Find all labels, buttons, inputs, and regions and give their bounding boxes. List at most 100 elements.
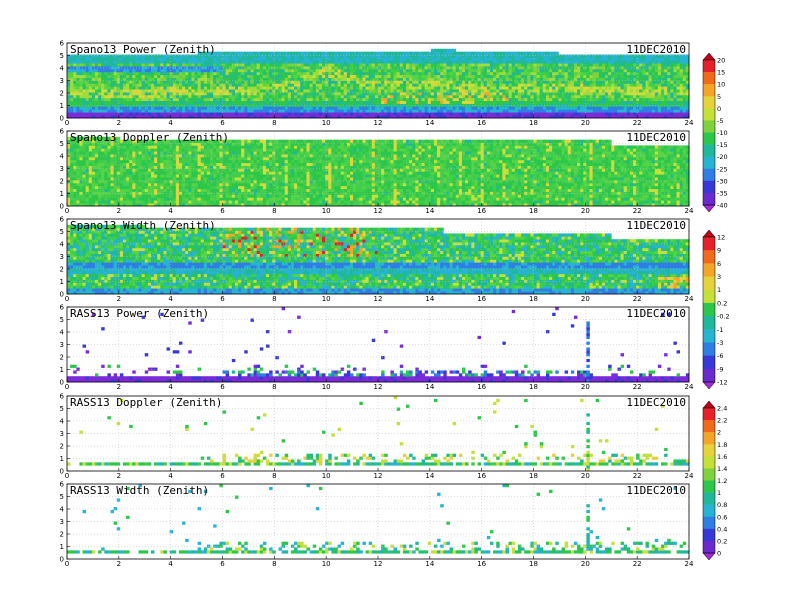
heatmap-cell: [499, 71, 503, 76]
heatmap-cell: [577, 71, 581, 76]
heatmap-cell: [437, 71, 441, 76]
heatmap-cell: [185, 83, 189, 87]
heatmap-cell: [157, 66, 161, 70]
heatmap-cell: [334, 54, 338, 58]
heatmap-cell: [458, 71, 463, 76]
heatmap-cell: [536, 92, 541, 96]
heatmap-cell: [549, 92, 553, 96]
heatmap-cell: [175, 94, 180, 99]
heatmap-cell: [611, 83, 615, 87]
heatmap-cell: [374, 54, 379, 58]
heatmap-cell: [558, 77, 562, 81]
heatmap-cell: [281, 77, 286, 81]
heatmap-cell: [558, 71, 562, 76]
heatmap-cell: [396, 83, 401, 87]
heatmap-cell: [514, 100, 519, 104]
heatmap-cell: [378, 66, 382, 70]
heatmap-cell: [486, 109, 491, 113]
heatmap-cell: [561, 60, 565, 64]
heatmap-cell: [614, 83, 618, 87]
heatmap-cell: [465, 51, 469, 55]
heatmap-cell: [210, 66, 214, 70]
heatmap-cell: [633, 74, 637, 78]
heatmap-cell: [433, 74, 438, 78]
heatmap-cell: [611, 60, 615, 64]
heatmap-cell: [244, 97, 248, 102]
heatmap-cell: [150, 63, 155, 67]
heatmap-cell: [238, 103, 242, 107]
heatmap-cell: [586, 77, 590, 81]
heatmap-cell: [113, 106, 118, 110]
heatmap-cell: [331, 74, 335, 78]
heatmap-cell: [247, 68, 251, 73]
heatmap-cell: [82, 154, 87, 158]
heatmap-cell: [79, 151, 83, 155]
heatmap-cell: [290, 94, 295, 99]
heatmap-cell: [331, 89, 335, 93]
heatmap-cell: [664, 115, 668, 119]
heatmap-cell: [605, 57, 609, 61]
heatmap-cell: [449, 74, 453, 78]
heatmap-cell: [682, 66, 687, 70]
heatmap-cell: [350, 106, 354, 110]
heatmap-cell: [474, 83, 478, 87]
heatmap-cell: [633, 66, 637, 70]
heatmap-cell: [676, 80, 681, 84]
heatmap-cell: [322, 100, 326, 104]
heatmap-cell: [98, 162, 102, 166]
heatmap-cell: [374, 74, 379, 78]
heatmap-cell: [70, 180, 74, 184]
heatmap-cell: [505, 94, 509, 99]
heatmap-cell: [91, 154, 96, 158]
heatmap-cell: [595, 89, 600, 93]
heatmap-cell: [104, 57, 108, 61]
heatmap-cell: [570, 115, 575, 119]
heatmap-cell: [673, 60, 677, 64]
heatmap-cell: [530, 106, 534, 110]
heatmap-cell: [455, 54, 460, 58]
heatmap-cell: [452, 103, 457, 107]
heatmap-cell: [256, 51, 261, 55]
heatmap-cell: [234, 71, 239, 76]
heatmap-cell: [583, 77, 587, 81]
heatmap-cell: [620, 94, 625, 99]
heatmap-cell: [269, 68, 273, 73]
heatmap-cell: [685, 68, 690, 73]
heatmap-cell: [642, 86, 646, 90]
heatmap-cell: [362, 68, 366, 73]
heatmap-cell: [297, 63, 301, 67]
heatmap-cell: [91, 106, 96, 110]
heatmap-cell: [98, 182, 102, 187]
heatmap-cell: [312, 57, 317, 61]
heatmap-cell: [98, 139, 102, 143]
heatmap-cell: [284, 51, 289, 55]
heatmap-cell: [197, 51, 202, 55]
heatmap-cell: [222, 74, 226, 78]
heatmap-cell: [542, 68, 547, 73]
heatmap-cell: [502, 89, 506, 93]
heatmap-cell: [449, 60, 453, 64]
heatmap-cell: [266, 86, 270, 90]
heatmap-cell: [636, 94, 640, 99]
heatmap-cell: [244, 115, 248, 119]
heatmap-cell: [517, 80, 522, 84]
heatmap-cell: [567, 86, 572, 90]
heatmap-cell: [670, 97, 674, 102]
heatmap-cell: [129, 77, 133, 81]
heatmap-cell: [378, 109, 382, 113]
heatmap-cell: [629, 100, 634, 104]
heatmap-cell: [113, 154, 118, 158]
heatmap-cell: [129, 103, 133, 107]
heatmap-cell: [455, 71, 460, 76]
heatmap-cell: [458, 112, 463, 116]
heatmap-cell: [216, 63, 220, 67]
heatmap-cell: [570, 63, 575, 67]
heatmap-cell: [353, 57, 357, 61]
heatmap-cell: [141, 115, 146, 119]
heatmap-cell: [664, 86, 668, 90]
heatmap-cell: [169, 57, 174, 61]
heatmap-cell: [433, 115, 438, 119]
heatmap-cell: [583, 54, 587, 58]
heatmap-cell: [82, 148, 87, 152]
heatmap-cell: [536, 80, 541, 84]
